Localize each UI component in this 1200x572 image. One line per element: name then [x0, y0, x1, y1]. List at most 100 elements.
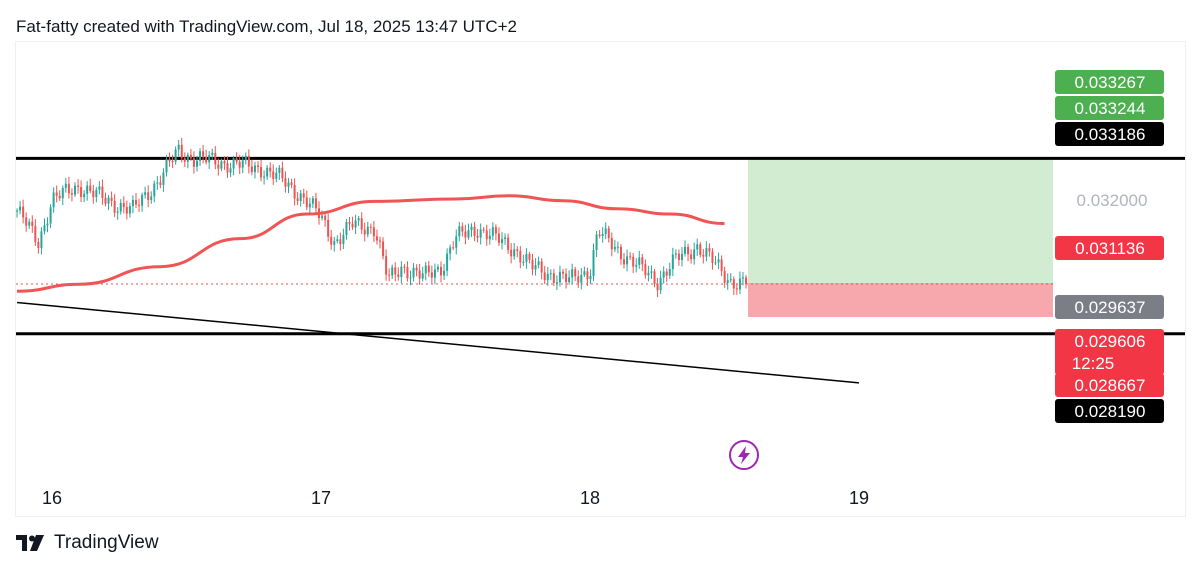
candle	[278, 165, 281, 180]
candle-body	[613, 246, 616, 250]
drawing-lines[interactable]	[16, 156, 1185, 384]
candle	[345, 218, 348, 240]
candle-body	[266, 167, 269, 177]
candle	[699, 242, 702, 258]
candle-body	[138, 204, 141, 206]
position-zones	[748, 158, 1053, 317]
candle-body	[128, 206, 131, 214]
price-label-support-line[interactable]: 0.028190	[1055, 399, 1164, 423]
candle	[616, 241, 619, 254]
profit-zone[interactable]	[748, 158, 1053, 283]
candle-body	[705, 248, 708, 257]
price-label-stop-loss[interactable]: 0.028667	[1055, 373, 1164, 397]
price-label-box	[1055, 295, 1164, 319]
candle	[119, 199, 122, 215]
candle	[610, 232, 613, 257]
candle-body	[528, 253, 531, 260]
candle-body	[391, 267, 394, 276]
candle	[61, 185, 64, 206]
candle	[290, 178, 293, 189]
candle-body	[494, 227, 497, 234]
price-label-value: 0.028667	[1075, 376, 1146, 395]
candle-body	[562, 271, 565, 274]
time-tick-label: 18	[580, 488, 600, 508]
candle	[537, 256, 540, 269]
candle	[400, 261, 403, 284]
candle	[116, 207, 119, 220]
candle	[534, 258, 537, 276]
candle-body	[104, 197, 107, 204]
candle-body	[299, 193, 302, 201]
candle-body	[677, 253, 680, 260]
price-label-target-2[interactable]: 0.033267	[1055, 70, 1164, 94]
candle-body	[73, 185, 76, 195]
price-label-last-price[interactable]: 0.029606 12:25	[1055, 329, 1164, 375]
candle-body	[619, 246, 622, 260]
candle-body	[287, 182, 290, 187]
candle	[363, 222, 366, 242]
candle-body	[653, 271, 656, 284]
candle-body	[156, 182, 159, 184]
candle-body	[19, 206, 22, 211]
lightning-event-icon[interactable]	[729, 440, 759, 470]
candle	[513, 242, 516, 260]
candle	[745, 274, 748, 289]
candle	[80, 180, 83, 203]
candle	[260, 160, 263, 182]
descending-trendline[interactable]	[16, 301, 860, 384]
candle-body	[253, 165, 256, 173]
candle	[67, 176, 70, 199]
candle	[238, 154, 241, 175]
candle-body	[629, 256, 632, 258]
candle-body	[607, 228, 610, 238]
candle	[235, 152, 238, 165]
candle-body	[659, 277, 662, 291]
candle	[256, 160, 259, 173]
candle-body	[22, 206, 25, 218]
stop-loss-zone[interactable]	[748, 282, 1053, 317]
price-label-resistance-line[interactable]: 0.033186	[1055, 122, 1164, 146]
candle-body	[16, 210, 19, 212]
price-label-entry[interactable]: 0.029637	[1055, 295, 1164, 319]
candle-body	[583, 271, 586, 275]
candle-body	[638, 257, 641, 265]
candle	[336, 235, 339, 244]
candle-body	[741, 277, 744, 279]
candle-body	[321, 215, 324, 219]
candle-body	[729, 279, 732, 281]
candle	[693, 242, 696, 265]
candle	[525, 248, 528, 269]
candle	[272, 164, 275, 185]
candle-body	[482, 229, 485, 231]
candle	[440, 261, 443, 283]
candle	[43, 218, 46, 235]
candle	[549, 269, 552, 281]
candle-body	[199, 151, 202, 161]
candle-body	[363, 229, 366, 235]
price-label-moving-average[interactable]: 0.031136	[1055, 236, 1164, 260]
candle	[144, 186, 147, 199]
candle	[577, 270, 580, 288]
price-label-target-1[interactable]: 0.033244	[1055, 96, 1164, 120]
candle	[269, 162, 272, 178]
candle	[205, 149, 208, 165]
candle-body	[382, 241, 385, 257]
candle	[171, 154, 174, 169]
candle-body	[58, 195, 61, 199]
candle	[92, 184, 95, 204]
candle-body	[241, 160, 244, 168]
candle-body	[339, 239, 342, 244]
candle	[186, 152, 189, 169]
candle-body	[134, 200, 137, 205]
candle-body	[293, 185, 296, 199]
candle	[226, 156, 229, 178]
candle-body	[284, 178, 287, 187]
candle	[485, 224, 488, 246]
candle	[580, 267, 583, 290]
candle	[449, 244, 452, 261]
candle-body	[580, 274, 583, 283]
candle	[723, 266, 726, 288]
candle	[40, 227, 43, 255]
candle	[571, 263, 574, 285]
